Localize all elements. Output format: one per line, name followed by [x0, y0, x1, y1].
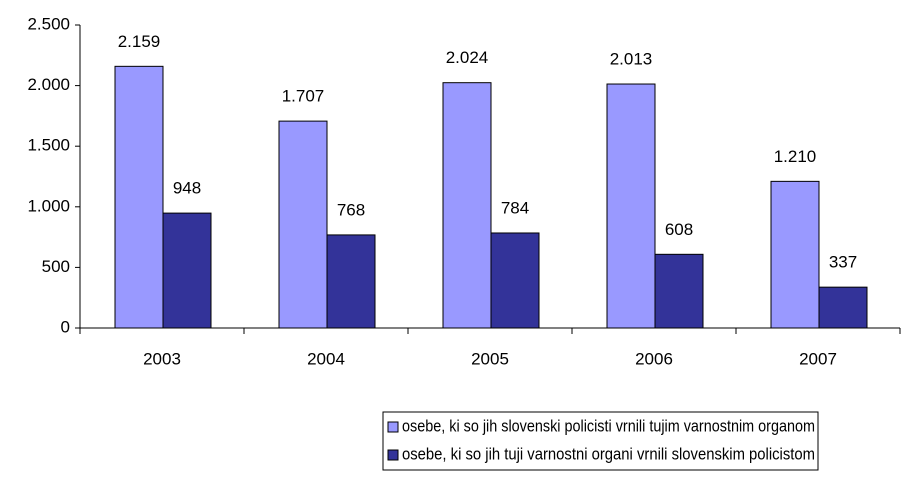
legend-swatch: [387, 421, 399, 433]
bar: [326, 234, 376, 329]
bar: [818, 286, 868, 329]
legend-swatch: [387, 449, 399, 461]
value-label: 768: [337, 200, 365, 219]
x-tick-label: 2004: [307, 349, 345, 368]
y-tick-label: 2.500: [27, 14, 70, 33]
x-tick-label: 2006: [635, 349, 673, 368]
bar: [606, 83, 656, 329]
bar: [442, 82, 492, 329]
value-label: 1.707: [282, 87, 325, 106]
y-tick-label: 0: [61, 317, 70, 336]
y-tick-label: 2.000: [27, 75, 70, 94]
y-tick-label: 1.500: [27, 136, 70, 155]
value-label: 948: [173, 179, 201, 198]
y-tick-label: 500: [42, 257, 70, 276]
legend-label: osebe, ki so jih slovenski policisti vrn…: [402, 416, 815, 435]
bar: [770, 180, 820, 329]
legend-label: osebe, ki so jih tuji varnostni organi v…: [402, 444, 815, 463]
x-tick-label: 2003: [143, 349, 181, 368]
value-label: 2.024: [446, 48, 489, 67]
value-label: 2.013: [610, 50, 653, 69]
bar: [490, 232, 540, 329]
bar: [162, 212, 212, 329]
value-label: 337: [829, 253, 857, 272]
bar: [278, 120, 328, 329]
value-label: 784: [501, 198, 529, 217]
x-tick-label: 2007: [799, 349, 837, 368]
x-tick-label: 2005: [471, 349, 509, 368]
legend-box: [382, 411, 819, 471]
value-label: 1.210: [774, 147, 817, 166]
bar: [654, 253, 704, 329]
value-label: 608: [665, 220, 693, 239]
bar: [114, 65, 164, 329]
value-label: 2.159: [118, 32, 161, 51]
y-tick-label: 1.000: [27, 196, 70, 215]
